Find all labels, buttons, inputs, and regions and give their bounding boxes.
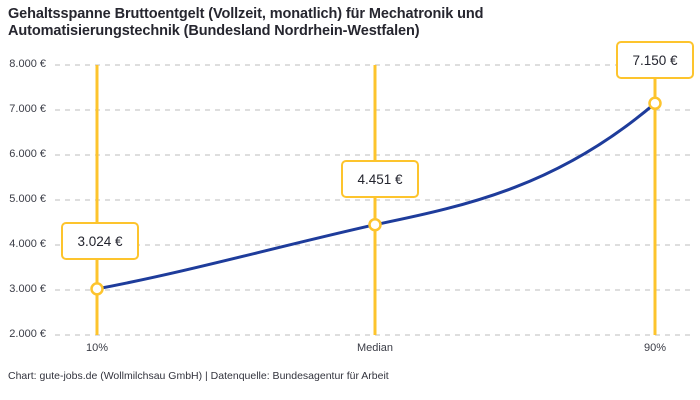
- value-label-median: 4.451 €: [341, 160, 419, 198]
- value-label-10pct: 3.024 €: [61, 222, 139, 260]
- x-tick-median: Median: [356, 342, 394, 354]
- y-tick-3000: 3.000 €: [9, 283, 46, 295]
- data-point-marker: [648, 96, 662, 111]
- y-tick-8000: 8.000 €: [9, 58, 46, 70]
- value-label-90pct: 7.150 €: [616, 41, 694, 79]
- chart-attribution: Chart: gute-jobs.de (Wollmilchsau GmbH) …: [8, 370, 389, 382]
- y-tick-4000: 4.000 €: [9, 238, 46, 250]
- y-tick-7000: 7.000 €: [9, 103, 46, 115]
- y-tick-5000: 5.000 €: [9, 193, 46, 205]
- y-tick-2000: 2.000 €: [9, 328, 46, 340]
- chart-title: Gehaltsspanne Bruttoentgelt (Vollzeit, m…: [8, 6, 484, 39]
- x-tick-90pct: 90%: [643, 342, 667, 354]
- y-tick-6000: 6.000 €: [9, 148, 46, 160]
- x-tick-10pct: 10%: [85, 342, 109, 354]
- data-point-marker: [90, 282, 104, 296]
- data-point-marker: [368, 217, 382, 232]
